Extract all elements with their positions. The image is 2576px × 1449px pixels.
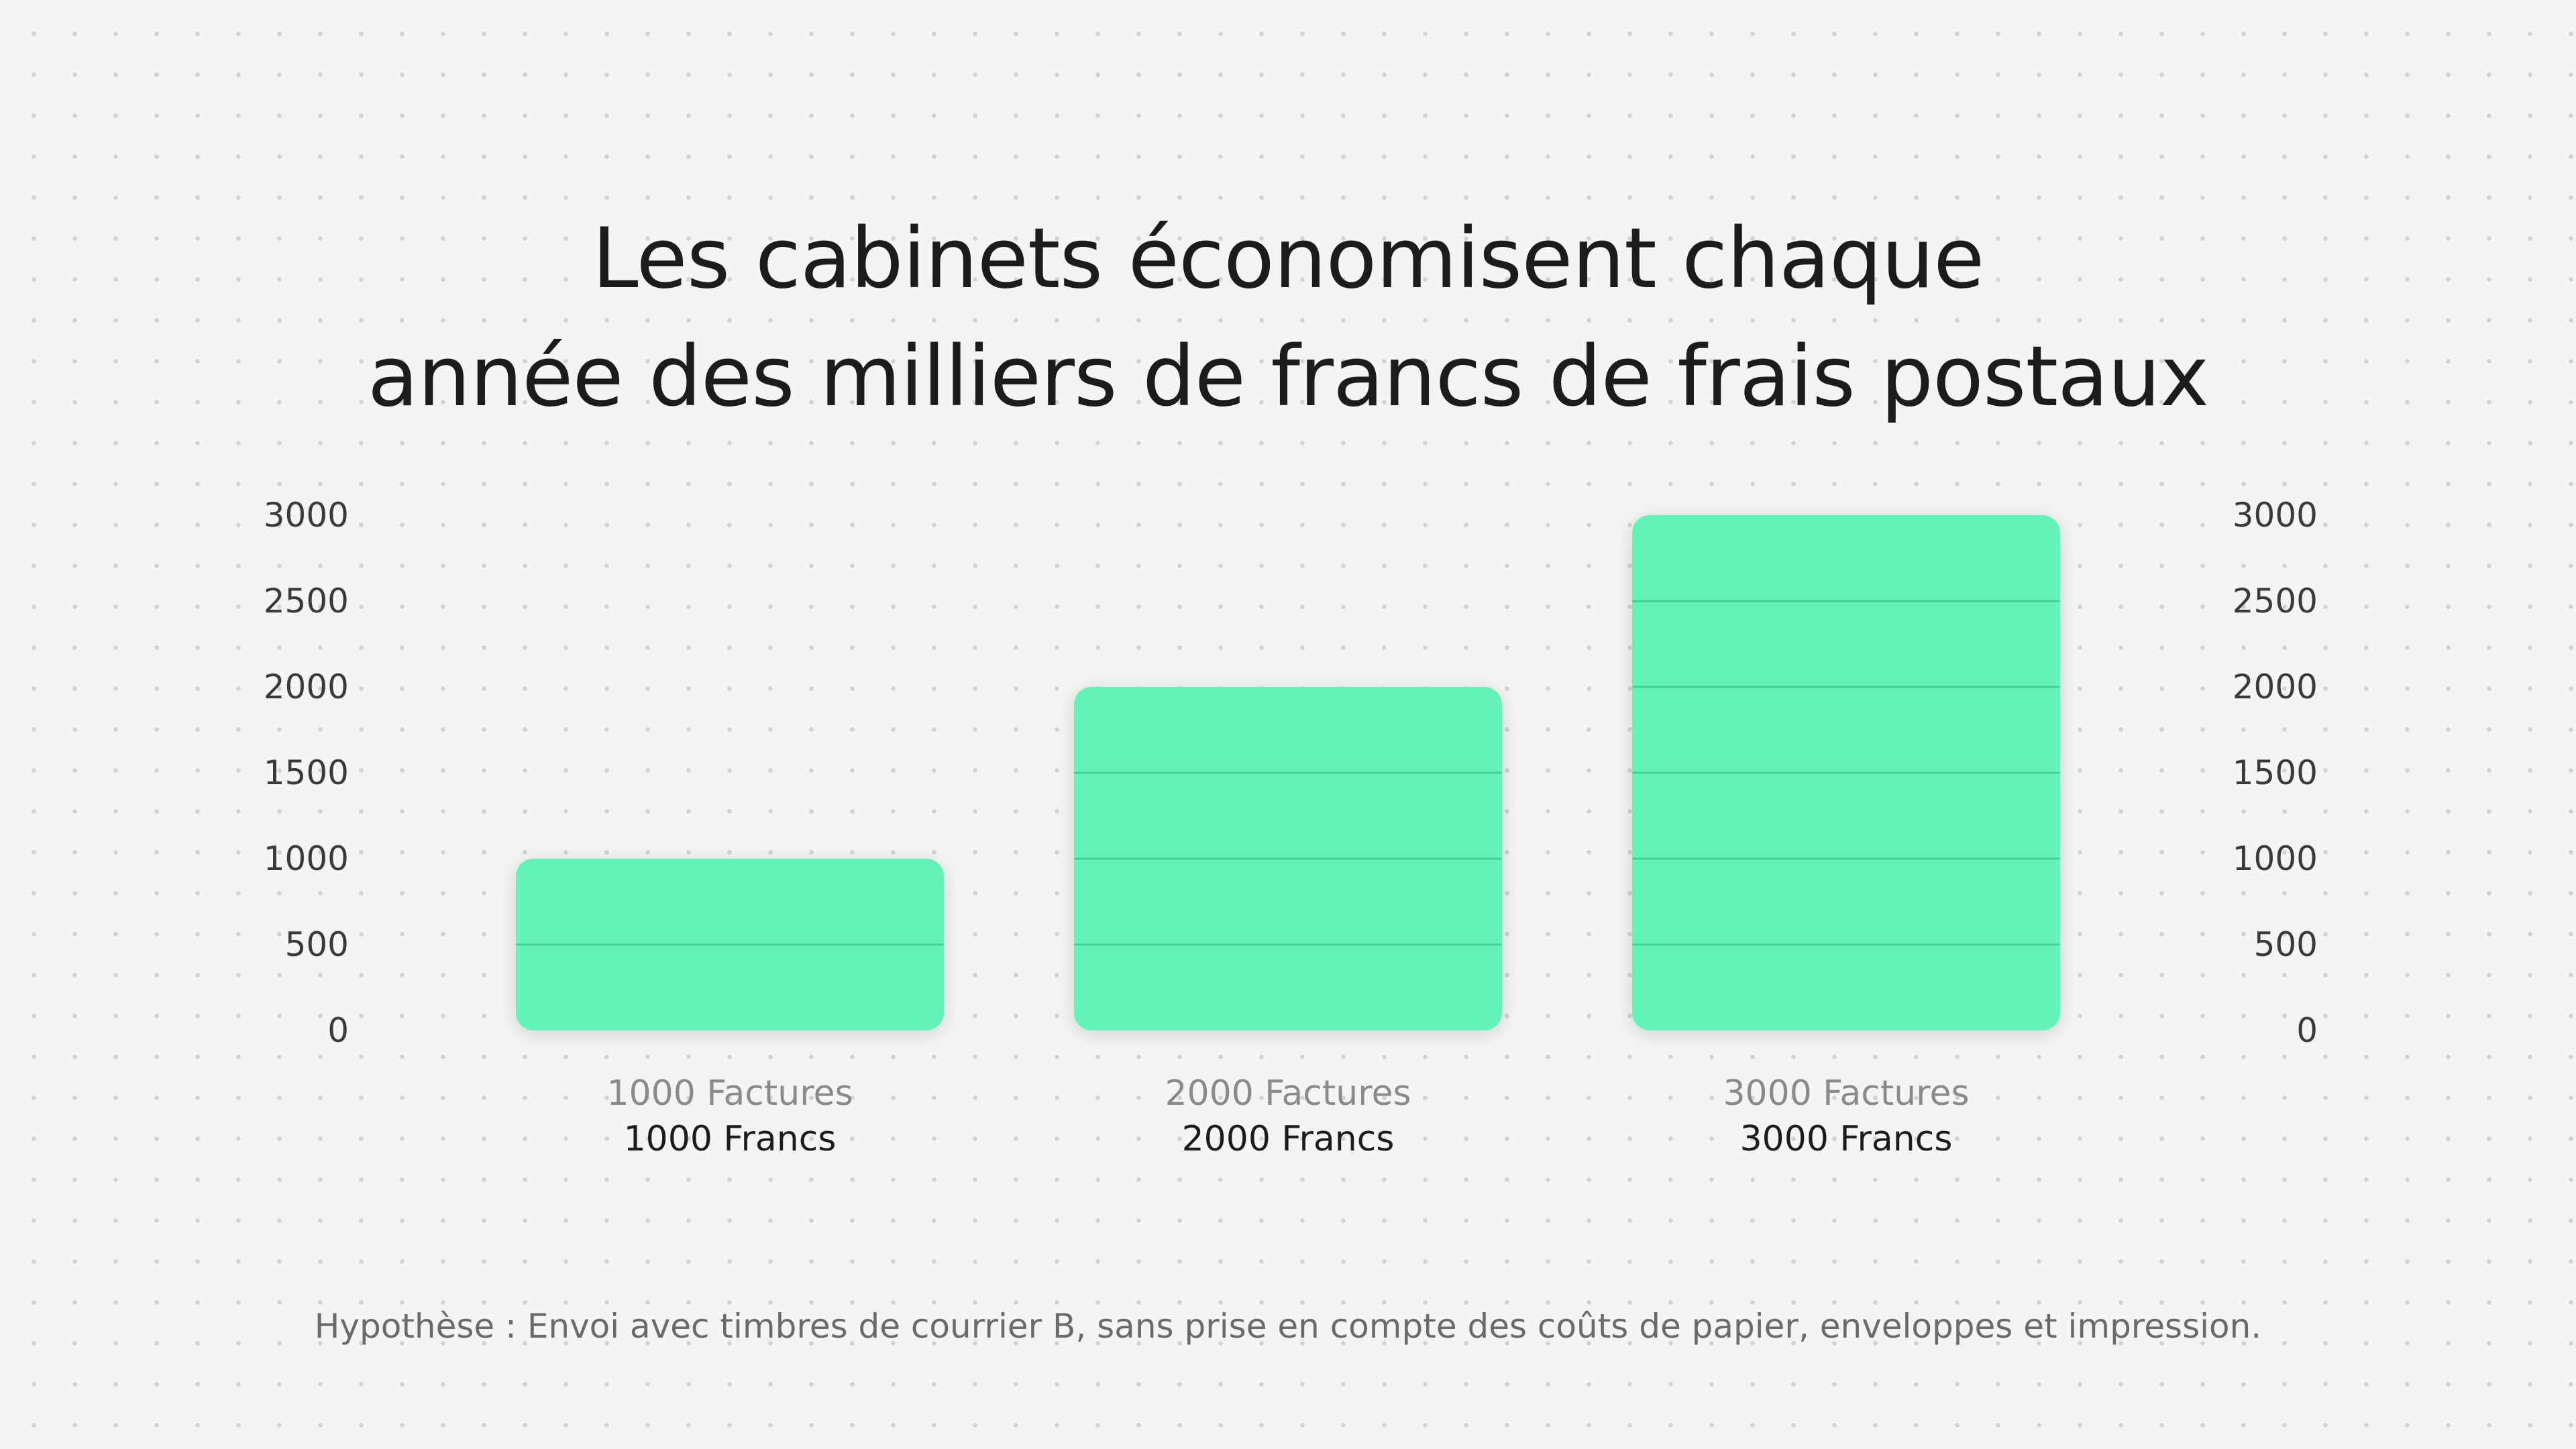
- category-sublabel: 3000 Francs: [1740, 1119, 1953, 1159]
- category-label: 1000 Factures: [606, 1073, 853, 1114]
- chart-title-line-2: année des milliers de francs de frais po…: [367, 329, 2209, 426]
- y-tick-left: 2000: [264, 667, 349, 706]
- y-tick-right: 500: [2254, 925, 2318, 964]
- y-tick-right: 2500: [2233, 582, 2318, 621]
- chart-title-line-1: Les cabinets économisent chaque: [592, 211, 1985, 308]
- y-tick-left: 1000: [264, 839, 349, 878]
- footnote: Hypothèse : Envoi avec timbres de courri…: [314, 1307, 2262, 1346]
- category-label: 3000 Factures: [1723, 1073, 1969, 1114]
- bar-chart: 0 500 1000 1500 2000 2500 3000 0 500 1000 1500 200…: [264, 496, 2318, 1159]
- bars: [516, 515, 2060, 1030]
- y-tick-left: 1500: [264, 753, 349, 792]
- category-sublabel: 2000 Francs: [1182, 1119, 1395, 1159]
- y-tick-left: 500: [285, 925, 349, 964]
- y-tick-left: 0: [327, 1011, 349, 1050]
- y-tick-right: 1500: [2233, 753, 2318, 792]
- y-tick-right: 2000: [2233, 667, 2318, 706]
- bar-group: [1074, 687, 1502, 1030]
- bar-group: [1632, 515, 2060, 1030]
- y-axis-right: 0 500 1000 1500 2000 2500 3000: [2233, 496, 2318, 1050]
- y-tick-right: 0: [2296, 1011, 2318, 1050]
- bar-group: [516, 859, 944, 1030]
- category-labels: 1000 Factures 1000 Francs 2000 Factures 200…: [606, 1073, 1969, 1159]
- y-tick-right: 1000: [2233, 839, 2318, 878]
- category-label: 2000 Factures: [1165, 1073, 1411, 1114]
- y-tick-right: 3000: [2233, 496, 2318, 535]
- y-tick-left: 2500: [264, 582, 349, 621]
- category-sublabel: 1000 Francs: [624, 1119, 837, 1159]
- chart-title: Les cabinets économisent chaque année de…: [0, 200, 2576, 436]
- y-axis-left: 0 500 1000 1500 2000 2500 3000: [264, 496, 349, 1050]
- y-tick-left: 3000: [264, 496, 349, 535]
